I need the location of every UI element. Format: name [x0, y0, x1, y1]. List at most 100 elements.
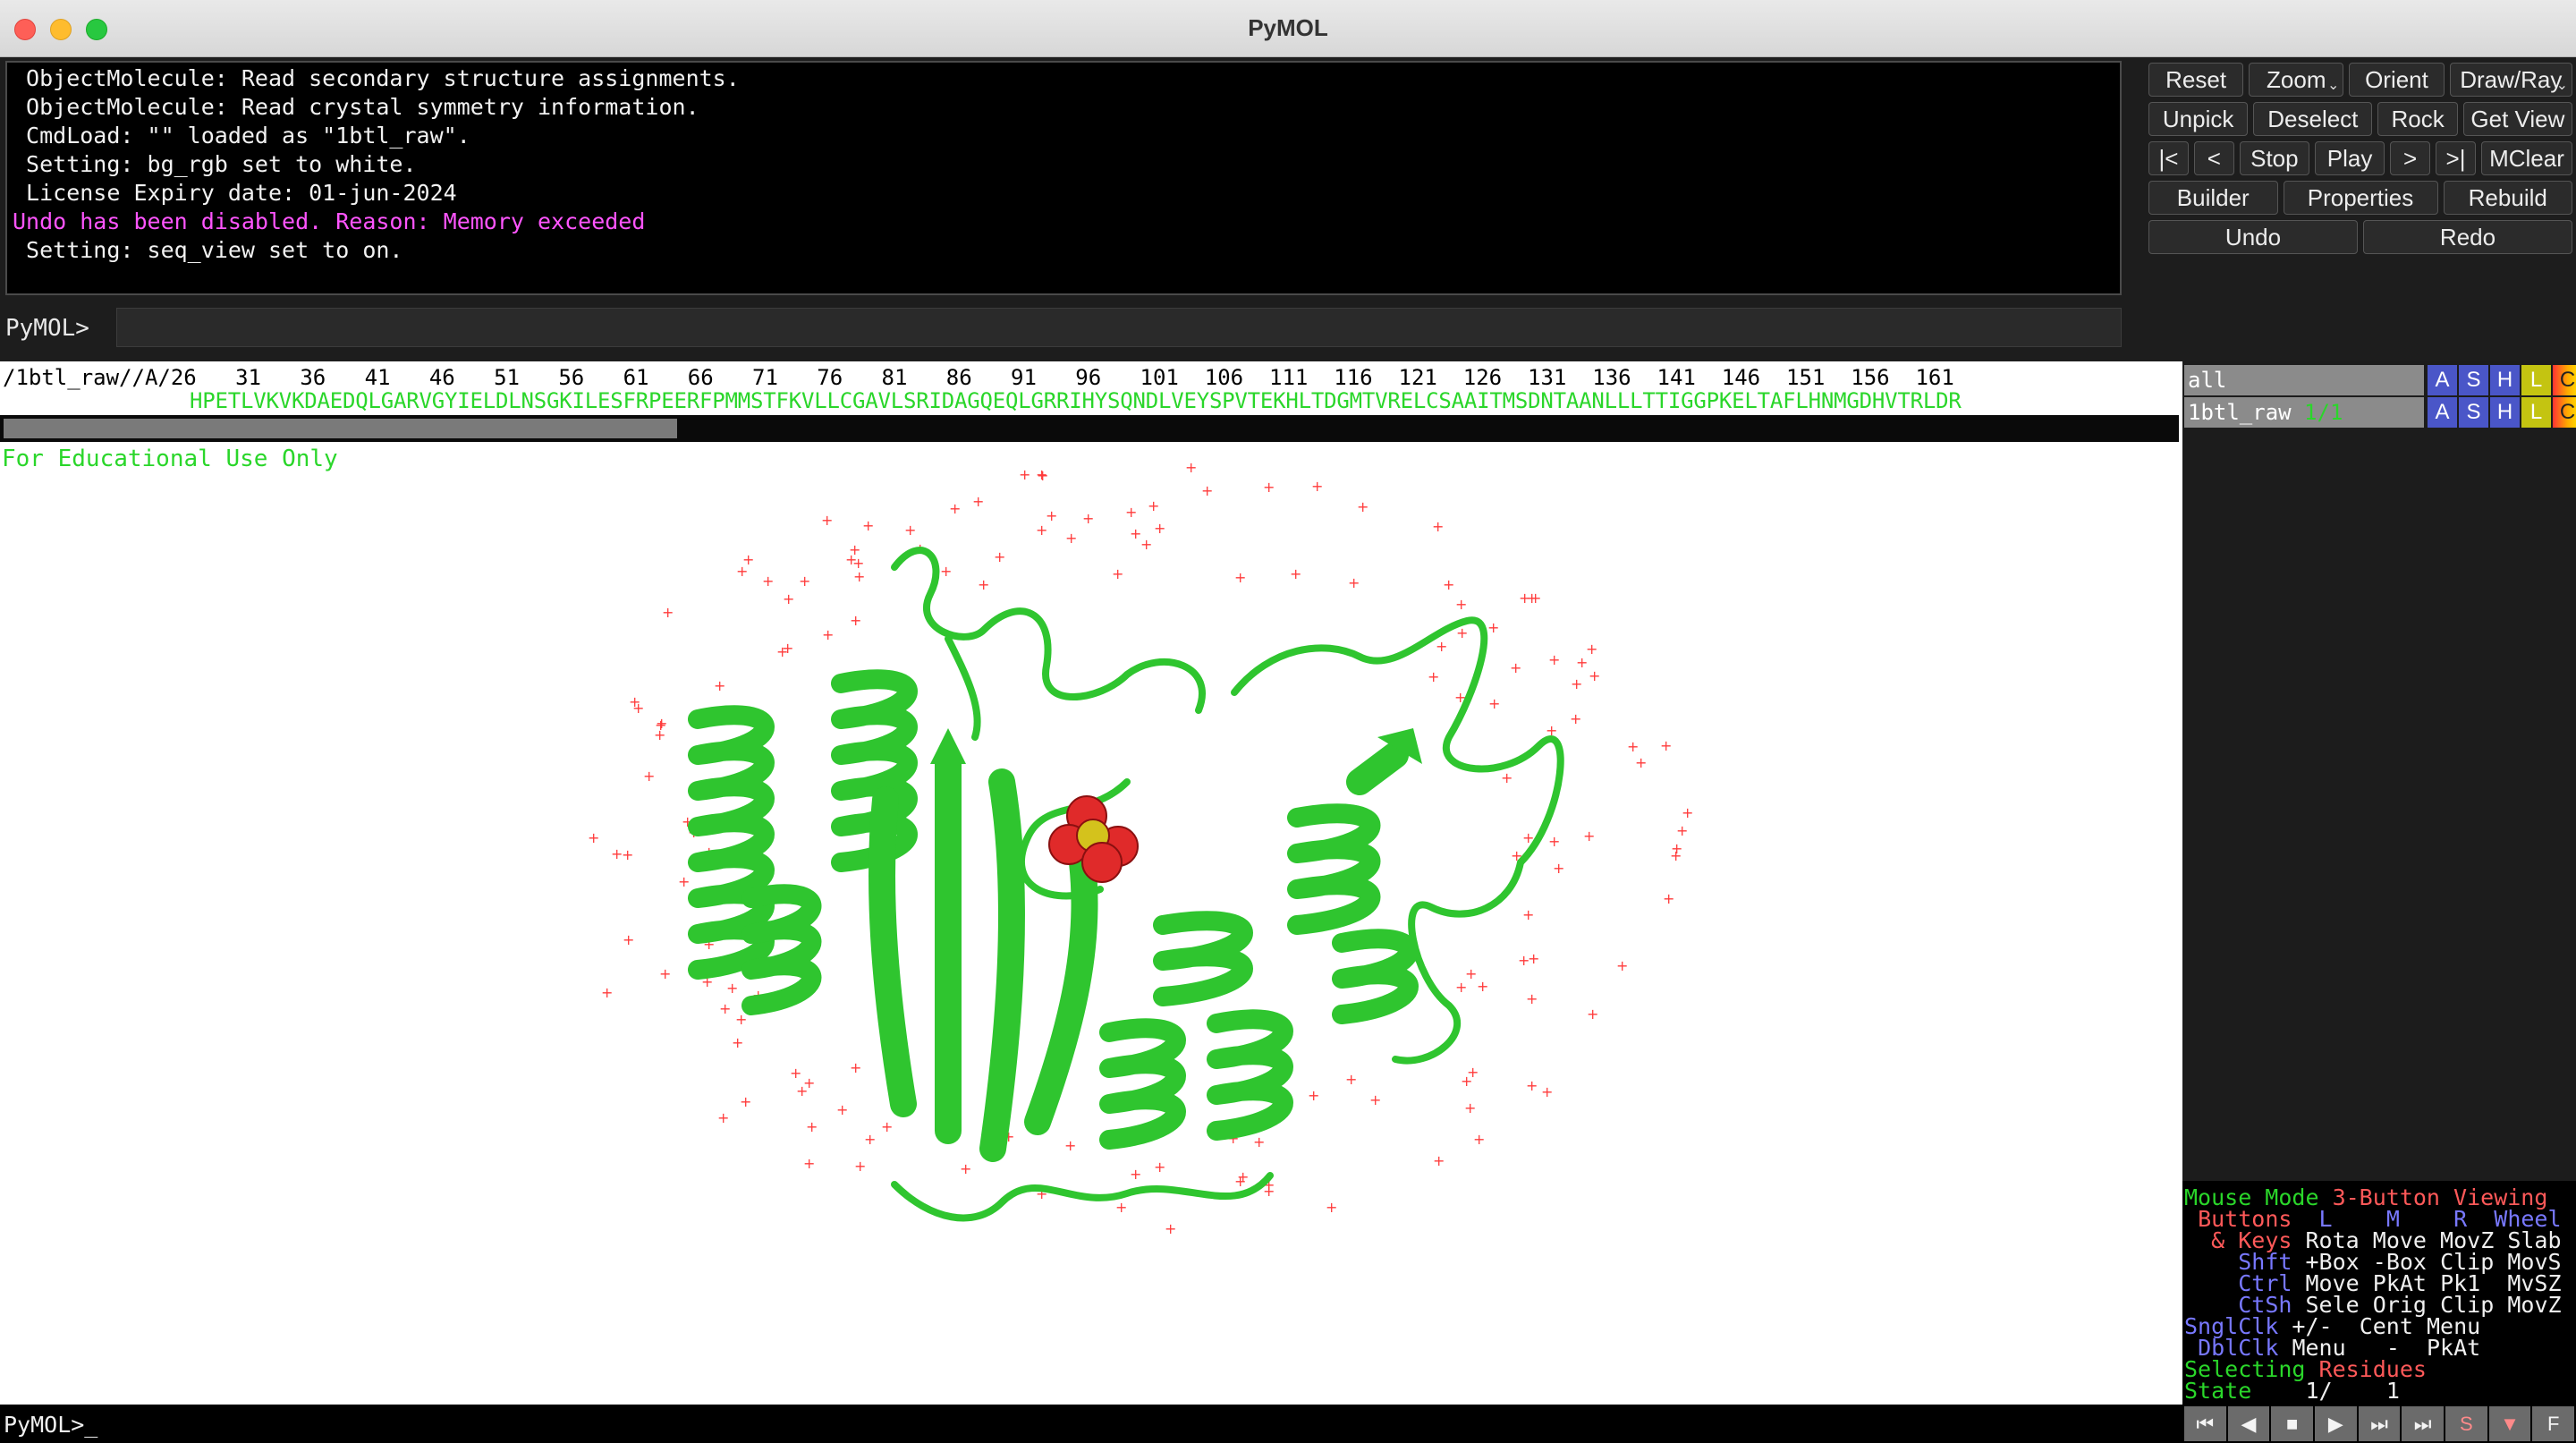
scene-button[interactable]: S: [2445, 1406, 2487, 1441]
reset-button-label: Reset: [2165, 65, 2227, 93]
unpick-button[interactable]: Unpick: [2148, 102, 2249, 136]
zoom-button[interactable]: Zoom ⌄: [2249, 63, 2344, 97]
play-button[interactable]: Play: [2314, 141, 2385, 175]
first-frame-button[interactable]: |<: [2148, 141, 2189, 175]
water-marker: +: [1519, 590, 1530, 607]
orient-button[interactable]: Orient: [2349, 63, 2445, 97]
beta-strand: [979, 768, 1025, 1162]
hide-menu-button[interactable]: H: [2490, 365, 2520, 395]
sequence-scrollbar-thumb[interactable]: [4, 419, 677, 438]
hide-menu-button[interactable]: H: [2490, 397, 2520, 428]
play-button-label: Play: [2326, 144, 2373, 172]
stop-icon[interactable]: ■: [2271, 1406, 2314, 1441]
water-marker: +: [1461, 1073, 1472, 1090]
deselect-button[interactable]: Deselect: [2253, 102, 2373, 136]
water-marker: +: [1234, 1173, 1246, 1190]
water-marker: +: [1065, 530, 1077, 547]
water-marker: +: [1311, 478, 1323, 495]
protein-cartoon[interactable]: ++++++++++++++++++++++++++++++++++++++++…: [0, 442, 2182, 1405]
mouse-mode-value[interactable]: 3-Button Viewing: [2332, 1184, 2548, 1210]
water-marker: +: [1148, 497, 1159, 514]
command-input[interactable]: [116, 308, 2122, 347]
fullscreen-button[interactable]: F: [2532, 1406, 2575, 1441]
sequence-residues[interactable]: HPETLVKVKDAEDQLGARVGYIELDLNSGKILESFRPEER…: [190, 388, 1962, 413]
water-marker: +: [1253, 1133, 1265, 1150]
fast-forward-icon[interactable]: ⏭: [2402, 1406, 2445, 1441]
console-line: ObjectMolecule: Read secondary structure…: [13, 65, 740, 91]
water-marker: +: [1154, 1159, 1165, 1176]
get-view-button[interactable]: Get View: [2462, 102, 2572, 136]
last-frame-button[interactable]: >|: [2436, 141, 2476, 175]
scene-menu-icon[interactable]: ▼: [2488, 1406, 2531, 1441]
object-name[interactable]: 1btl_raw 1/1: [2184, 397, 2424, 428]
helix: [1332, 929, 1419, 1024]
sequence-viewer[interactable]: /1btl_raw//A/26 31 36 41 46 51 56 61 66 …: [0, 361, 2182, 442]
show-menu-button[interactable]: S: [2459, 365, 2488, 395]
binding-cell: PkAt: [2372, 1270, 2427, 1296]
binding-cell: -Box: [2372, 1249, 2427, 1275]
step-forward-icon[interactable]: ⏭: [2358, 1406, 2401, 1441]
action-menu-button[interactable]: A: [2428, 397, 2457, 428]
bottom-command-line[interactable]: PyMOL>_: [0, 1405, 2182, 1443]
control-buttons: Reset Zoom ⌄ Orient Draw/Ray ⌄ Unpick Dese…: [2148, 63, 2572, 259]
redo-button[interactable]: Redo: [2363, 220, 2572, 254]
water-marker: +: [1501, 769, 1513, 786]
show-menu-button[interactable]: S: [2459, 397, 2488, 428]
play-icon[interactable]: ▶: [2315, 1406, 2357, 1441]
undo-button[interactable]: Undo: [2148, 220, 2358, 254]
maximize-window-button[interactable]: [86, 19, 107, 40]
water-marker: +: [643, 768, 655, 785]
color-menu-button[interactable]: C: [2553, 397, 2576, 428]
rebuild-button[interactable]: Rebuild: [2443, 181, 2572, 215]
mclear-button-label: MClear: [2489, 144, 2564, 172]
builder-button[interactable]: Builder: [2148, 181, 2278, 215]
console-output[interactable]: ObjectMolecule: Read secondary structure…: [5, 61, 2122, 295]
stop-button[interactable]: Stop: [2239, 141, 2309, 175]
object-state: 1/1: [2304, 400, 2343, 425]
label-menu-button[interactable]: L: [2521, 397, 2551, 428]
water-marker: +: [1541, 1083, 1553, 1100]
reset-button[interactable]: Reset: [2148, 63, 2244, 97]
water-marker: +: [656, 715, 667, 732]
3d-viewport[interactable]: For Educational Use Only + + + + + + + + + + + + + + +…: [0, 442, 2182, 1405]
object-name[interactable]: all: [2184, 365, 2424, 395]
water-marker: +: [1587, 1006, 1598, 1023]
previous-frame-button[interactable]: <: [2193, 141, 2234, 175]
label-menu-button[interactable]: L: [2521, 365, 2551, 395]
water-marker: +: [1154, 520, 1165, 537]
binding-cell: Slab: [2507, 1227, 2562, 1253]
close-window-button[interactable]: [14, 19, 36, 40]
redo-button-label: Redo: [2439, 223, 2496, 250]
water-marker: +: [960, 1160, 971, 1177]
water-marker: +: [782, 640, 793, 657]
step-back-icon[interactable]: ◀: [2227, 1406, 2270, 1441]
water-marker: +: [1670, 847, 1682, 864]
loop: [891, 1172, 1274, 1222]
water-marker: +: [1571, 675, 1582, 692]
console-line: Setting: seq_view set to on.: [13, 237, 403, 263]
water-marker: +: [736, 563, 748, 580]
next-frame-button[interactable]: >: [2390, 141, 2431, 175]
properties-button[interactable]: Properties: [2283, 181, 2438, 215]
window-title: PyMOL: [1248, 14, 1328, 41]
rock-button[interactable]: Rock: [2377, 102, 2458, 136]
binding-cell: MovS: [2507, 1249, 2562, 1275]
water-marker: +: [601, 984, 613, 1001]
water-marker: +: [1263, 479, 1275, 496]
mouse-mode-panel[interactable]: Mouse Mode 3-Button Viewing Buttons L M …: [2182, 1181, 2576, 1405]
water-marker: +: [940, 563, 952, 580]
sequence-scrollbar[interactable]: [0, 415, 2179, 442]
object-row-1btl-raw[interactable]: 1btl_raw 1/1 A S H L C: [2184, 397, 2576, 428]
color-menu-button[interactable]: C: [2553, 365, 2576, 395]
binding-cell: Move: [2372, 1227, 2427, 1253]
water-marker: +: [1530, 590, 1541, 607]
draw-ray-button[interactable]: Draw/Ray ⌄: [2449, 63, 2572, 97]
water-marker: +: [972, 493, 984, 510]
action-menu-button[interactable]: A: [2428, 365, 2457, 395]
water-marker: +: [1140, 536, 1152, 553]
selecting-mode-value[interactable]: Residues: [2318, 1356, 2427, 1382]
object-row-all[interactable]: all A S H L C: [2184, 365, 2576, 395]
rewind-icon[interactable]: ⏮: [2184, 1406, 2226, 1441]
minimize-window-button[interactable]: [50, 19, 72, 40]
mclear-button[interactable]: MClear: [2480, 141, 2572, 175]
